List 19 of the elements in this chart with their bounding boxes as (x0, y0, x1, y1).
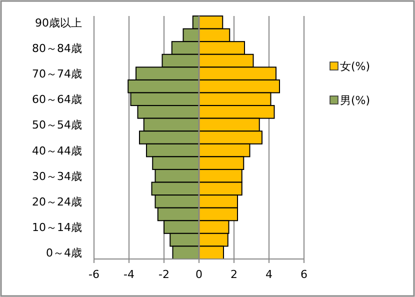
y-tick-label: 10～14歳 (32, 221, 82, 234)
x-tick-label: -4 (124, 268, 134, 281)
x-tick-label: 2 (230, 268, 238, 281)
y-tick-label: 90歳以上 (35, 16, 82, 30)
y-tick-label: 70～74歳 (32, 68, 82, 81)
x-tick-label: 6 (300, 268, 308, 281)
x-tick-label: -6 (88, 268, 100, 281)
y-tick-label: 50～54歳 (32, 118, 82, 132)
y-tick-label: 60～64歳 (32, 93, 82, 106)
x-tick-label: 0 (196, 268, 202, 281)
x-tick-label: 4 (266, 268, 272, 281)
x-tick-label: -2 (158, 268, 170, 281)
y-tick-label: 20～24歳 (32, 195, 82, 208)
legend-label: 女(%) (340, 60, 370, 73)
y-tick-label: 80～84歳 (32, 42, 82, 55)
legend-label: 男(%) (340, 94, 370, 107)
y-tick-label: 0～4歳 (46, 246, 82, 260)
y-tick-label: 40～44歳 (32, 144, 82, 158)
y-tick-label: 30～34歳 (32, 170, 82, 183)
